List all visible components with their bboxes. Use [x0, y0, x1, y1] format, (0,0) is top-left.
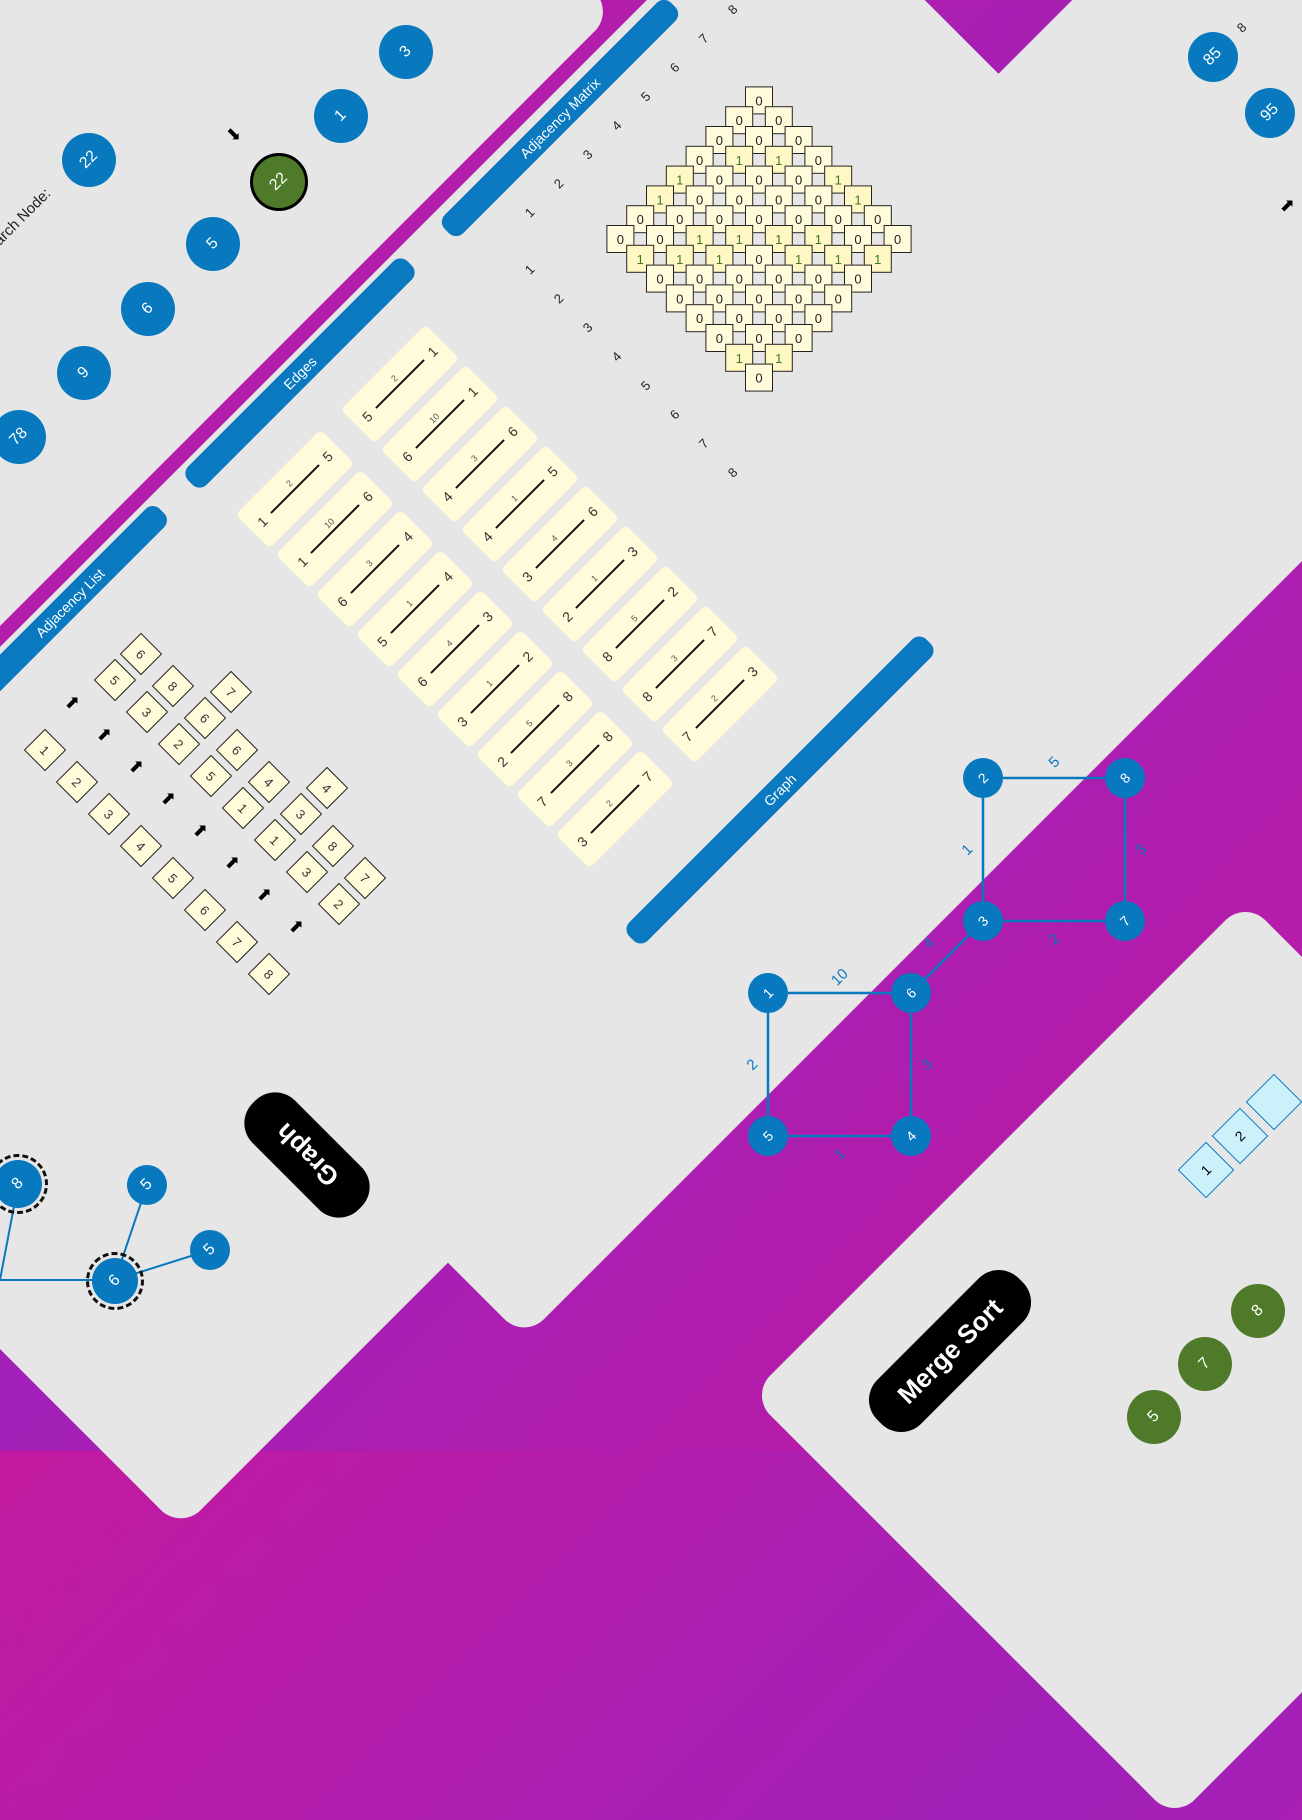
graph-node[interactable]: [891, 1116, 931, 1156]
graph-edge-weight: 1: [958, 841, 976, 859]
graph-edge-weight: 2: [1045, 930, 1063, 948]
graph-node[interactable]: [1105, 901, 1145, 941]
graph-edge-weight: 3: [918, 1056, 936, 1074]
graph-node[interactable]: [1105, 758, 1145, 798]
graph-edge-weight: 5: [1045, 753, 1063, 771]
graph-edge-weight: 1: [831, 1145, 849, 1163]
graph-node[interactable]: [963, 901, 1003, 941]
graph-edge-weight: 10: [828, 965, 852, 989]
graph-edge-weight: 3: [1132, 841, 1150, 859]
graph-node[interactable]: [748, 973, 788, 1013]
graph-edge-weight: 4: [920, 934, 938, 952]
graph-edge-weight: 2: [743, 1056, 761, 1074]
graph-node[interactable]: [748, 1116, 788, 1156]
graph-node[interactable]: [891, 973, 931, 1013]
graph-node[interactable]: [963, 758, 1003, 798]
